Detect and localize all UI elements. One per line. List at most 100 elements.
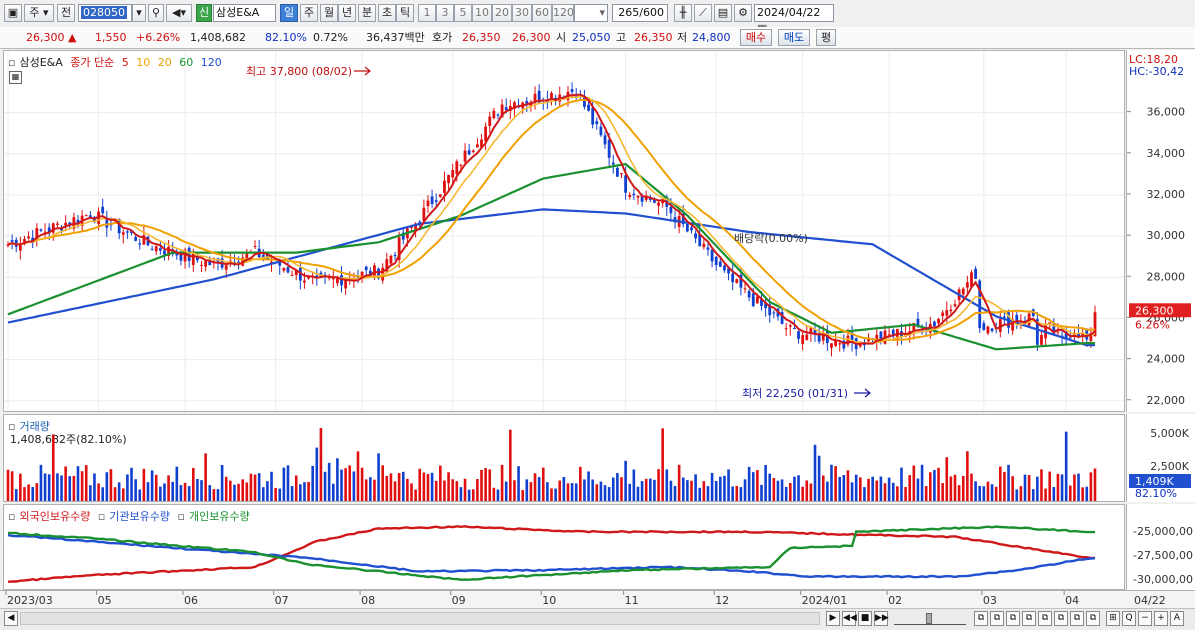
eval-button[interactable]: 평 [816,29,836,46]
zoom-out-icon[interactable]: − [1138,611,1152,626]
sell-button[interactable]: 매도 [778,29,810,46]
draw-tool-icon[interactable]: ⟋ [694,4,712,22]
volume-bar [369,477,372,501]
chart-scrollbar[interactable]: ◀ ▶ ◀◀ ■ ▶▶ ⧉ ⧉ ⧉ ⧉ ⧉ ⧉ ⧉ ⧉ ⊞ Q − + A [0,608,1195,630]
calculator-icon[interactable]: ▦ [9,71,22,84]
period-minute-tab[interactable]: 분 [358,4,376,22]
candle-style-icon[interactable]: ╫ [674,4,692,22]
zoom-reset-icon[interactable]: ⊞ [1106,611,1120,626]
candle-body [533,93,537,103]
volume-bar [1073,474,1076,501]
ma10-line [7,95,1096,345]
period-tick-tab[interactable]: 틱 [396,4,414,22]
count-field[interactable]: 265/600 [612,4,668,22]
period-second-tab[interactable]: 초 [378,4,396,22]
scroll-right-icon[interactable]: ▶ [826,611,840,626]
layout-e-icon[interactable]: ⧉ [1038,611,1052,626]
period-week-tab[interactable]: 주 [300,4,318,22]
interval-30[interactable]: 30 [512,4,532,22]
candle-body [809,327,813,333]
gear-icon[interactable]: ⚙ [734,4,752,22]
interval-1[interactable]: 1 [418,4,436,22]
price-change-pct: +6.26% [136,31,181,44]
volume-bar [809,483,813,501]
candle-body [447,175,450,184]
speaker-icon[interactable]: ◀▾ [166,4,192,22]
interval-5[interactable]: 5 [454,4,472,22]
speed-slider-handle[interactable] [926,613,932,624]
layout-b-icon[interactable]: ⧉ [990,611,1004,626]
stock-name-field[interactable]: 삼성E&A [213,4,276,22]
volume-bar [274,487,277,501]
scroll-left-icon[interactable]: ◀ [4,611,18,626]
candle-body [970,272,973,287]
candle-body [858,343,862,347]
market-button[interactable]: 전 [57,4,75,22]
volume-chart [6,428,1097,501]
volume-bar [401,471,405,501]
chart-toolbar: ▣ 주 ▾ 전 028050 ▾ ⚲ ◀▾ 신 삼성E&A 일 주 월 년 분 … [0,0,1195,35]
new-badge[interactable]: 신 [196,4,212,22]
code-dropdown-icon[interactable]: ▾ [132,4,146,22]
price-chart-panel[interactable]: ▫ 삼성E&A 종가 단순 5 10 20 60 120 ▦ 최고 37,800 … [3,50,1125,412]
holdings-axis: -25,000,00 -27,500,00 -30,000,00 [1126,504,1195,590]
individual-holding-line [7,525,1095,581]
layout-f-icon[interactable]: ⧉ [1054,611,1068,626]
volume-bar [723,475,726,501]
interval-10[interactable]: 10 [472,4,492,22]
volume-bar [463,478,467,501]
scroll-track[interactable] [20,612,820,625]
candle-body [47,227,51,233]
volume-bar [945,457,949,501]
volume-bar [84,465,88,501]
candle-body [710,249,714,262]
zoom-a-icon[interactable]: A [1170,611,1184,626]
stop-icon[interactable]: ■ [858,611,872,626]
stock-code-input[interactable]: 028050 [78,4,132,22]
save-icon[interactable]: ▤ [714,4,732,22]
buy-button[interactable]: 매수 [740,29,772,46]
zoom-in-icon[interactable]: + [1154,611,1168,626]
layout-g-icon[interactable]: ⧉ [1070,611,1084,626]
interval-3[interactable]: 3 [436,4,454,22]
volume-bar [986,481,990,501]
layout-a-icon[interactable]: ⧉ [974,611,988,626]
volume-bar [686,480,689,501]
volume-bar [500,464,504,501]
candle-body [838,343,842,345]
candle-body [1048,322,1052,324]
volume-bar [179,485,183,501]
volume-bar [891,482,895,501]
volume-bar [294,475,298,501]
period-month-tab[interactable]: 월 [320,4,338,22]
forward-icon[interactable]: ▶▶ [874,611,889,626]
lc-label: LC:18,20 [1129,53,1178,66]
date-input[interactable]: 2024/04/22 ▦ [754,4,834,35]
volume-bar [558,480,562,501]
holdings-axis-labels: -25,000,00 -27,500,00 -30,000,00 [1133,525,1193,586]
interval-20[interactable]: 20 [492,4,512,22]
holdings-panel[interactable]: ▫ 외국인보유수량 ▫ 기관보유수량 ▫ 개인보유수량 [3,504,1125,590]
layout-d-icon[interactable]: ⧉ [1022,611,1036,626]
period-year-tab[interactable]: 년 [338,4,356,22]
type-select[interactable]: 주 ▾ [24,4,54,22]
window-icon[interactable]: ▣ [4,4,22,22]
volume-bar [574,483,578,501]
high-arrow-icon [354,66,371,76]
zoom-q-icon[interactable]: Q [1122,611,1136,626]
volume-bar [117,482,121,501]
volume-bar [1019,486,1023,501]
speed-slider[interactable] [894,613,966,625]
layout-c-icon[interactable]: ⧉ [1006,611,1020,626]
candle-body [945,310,949,316]
volume-panel[interactable]: ▫ 거래량 1,408,682주(82.10%) [3,414,1125,502]
volume-bar [657,469,660,501]
period-day-tab[interactable]: 일 [280,4,298,22]
interval-custom-input[interactable]: ▾ [574,4,608,22]
interval-120[interactable]: 120 [552,4,574,22]
layout-h-icon[interactable]: ⧉ [1086,611,1100,626]
rewind-icon[interactable]: ◀◀ [842,611,857,626]
volume-bar [521,489,524,501]
interval-60[interactable]: 60 [532,4,552,22]
search-icon[interactable]: ⚲ [148,4,164,22]
